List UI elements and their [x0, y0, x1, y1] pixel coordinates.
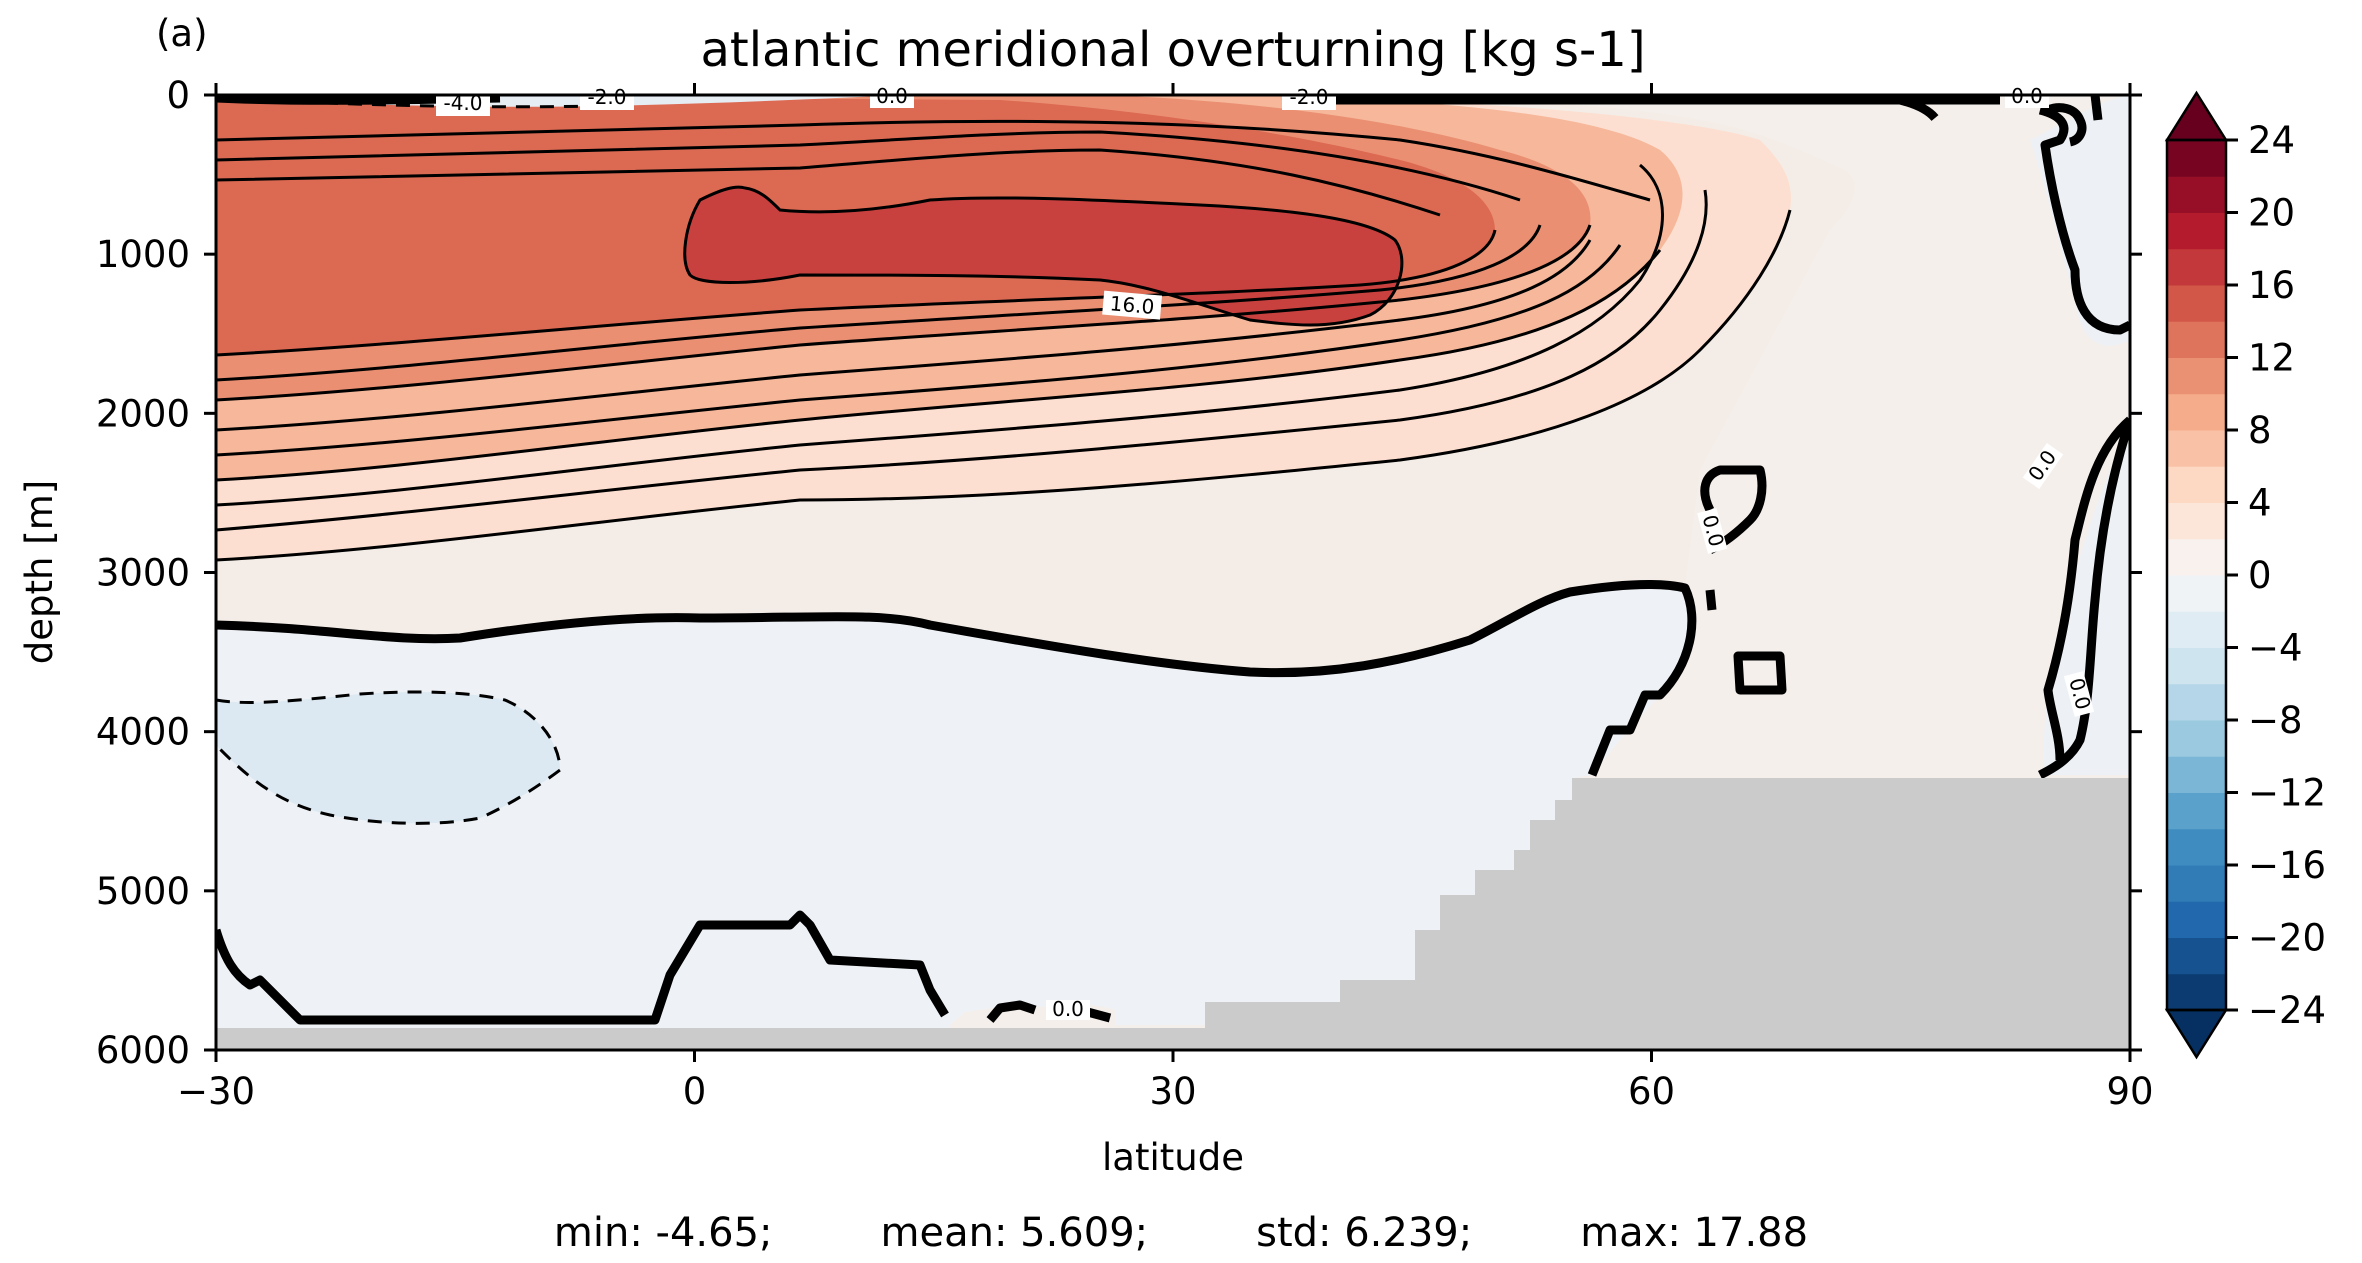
svg-text:0.0: 0.0 [1052, 997, 1084, 1021]
colorbar-segment [2167, 538, 2226, 576]
x-tick-label: 30 [1149, 1070, 1196, 1113]
colorbar-segment [2167, 212, 2226, 250]
contour-label: -2.0 [580, 85, 634, 110]
colorbar-tick-label: −24 [2248, 989, 2326, 1032]
plot-area [216, 95, 2130, 1050]
y-tick-label: 2000 [96, 392, 190, 435]
x-axis-ticks: −30 0 30 60 90 [177, 83, 2154, 1113]
y-tick-label: 1000 [96, 233, 190, 276]
colorbar-tick-label: −4 [2248, 627, 2303, 670]
colorbar-tick-label: 16 [2248, 264, 2295, 307]
contour-fill-16 [684, 187, 1402, 325]
colorbar-extend-min [2164, 1008, 2229, 1060]
colorbar-tick-label: 4 [2248, 482, 2272, 525]
colorbar-tick-label: 12 [2248, 337, 2295, 380]
colorbar-segment [2167, 502, 2226, 540]
contour-label: -2.0 [1282, 85, 1336, 110]
x-tick-label: 60 [1628, 1070, 1675, 1113]
x-tick-label: −30 [177, 1070, 255, 1113]
chart-title: atlantic meridional overturning [kg s-1] [700, 22, 1645, 78]
negative-core [216, 692, 560, 824]
negative-patch-north [2030, 95, 2130, 346]
colorbar-segment [2167, 720, 2226, 757]
colorbar-segment [2167, 248, 2226, 286]
colorbar-segment [2167, 901, 2226, 938]
colorbar-segment [2167, 828, 2226, 866]
colorbar-segment [2167, 937, 2226, 975]
colorbar-extend-max [2164, 90, 2229, 142]
contour-label: 16.0 [1102, 290, 1163, 320]
contour-label: 0.0 [870, 84, 914, 108]
colorbar-segment [2167, 321, 2226, 358]
panel-label: (a) [156, 12, 208, 55]
y-tick-label: 3000 [96, 552, 190, 595]
land-mask [216, 778, 2130, 1050]
stat-mean: mean: 5.609; [880, 1210, 1149, 1256]
colorbar-tick-label: −12 [2248, 772, 2326, 815]
contour-lines [216, 100, 1792, 825]
stats-line: min: -4.65; mean: 5.609; std: 6.239; max: 1… [0, 1210, 2362, 1256]
contour-label: 0.0 [1046, 997, 1090, 1021]
colorbar-segment [2167, 393, 2226, 431]
colorbar-segment [2167, 973, 2226, 1011]
stat-min: min: -4.65; [553, 1210, 773, 1256]
stat-std: std: 6.239; [1256, 1210, 1473, 1256]
colorbar-tick-label: −8 [2248, 699, 2303, 742]
colorbar-tick-label: 0 [2248, 554, 2272, 597]
y-axis-ticks: 0 1000 2000 3000 4000 5000 6000 [96, 74, 2142, 1072]
colorbar-tick-label: 8 [2248, 409, 2272, 452]
colorbar-segment [2167, 140, 2226, 177]
colorbar-segment [2167, 865, 2226, 902]
y-axis-label: depth [m] [18, 480, 61, 664]
colorbar-segment [2167, 647, 2226, 685]
y-tick-label: 4000 [96, 711, 190, 754]
colorbar-segment [2167, 357, 2226, 395]
svg-text:-2.0: -2.0 [1289, 85, 1328, 109]
colorbar: 24 20 16 12 8 4 0 −4 −8 −12 −16 −20 −24 [2164, 90, 2326, 1060]
x-tick-label: 90 [2106, 1070, 2153, 1113]
colorbar-tick-label: −16 [2248, 844, 2326, 887]
contour-label: 0.0 [2005, 84, 2049, 108]
x-axis-label: latitude [1102, 1136, 1244, 1179]
y-tick-label: 6000 [96, 1029, 190, 1072]
x-tick-label: 0 [683, 1070, 707, 1113]
colorbar-tick-label: 24 [2248, 119, 2295, 162]
colorbar-segment [2167, 285, 2226, 322]
colorbar-segment [2167, 430, 2226, 467]
colorbar-segment [2167, 683, 2226, 721]
y-tick-label: 0 [166, 74, 190, 117]
stat-max: max: 17.88 [1580, 1210, 1809, 1256]
contour-label-layer: -4.0 -2.0 0.0 -2.0 0.0 16.0 0.0 0.0 0.0 … [436, 84, 2096, 1021]
colorbar-segment [2167, 792, 2226, 830]
y-tick-label: 5000 [96, 870, 190, 913]
colorbar-segment [2167, 611, 2226, 648]
svg-text:16.0: 16.0 [1109, 291, 1155, 319]
colorbar-tick-label: −20 [2248, 917, 2326, 960]
colorbar-segment [2167, 575, 2226, 612]
negative-deep-cell [216, 584, 1692, 1050]
colorbar-segment [2167, 176, 2226, 213]
colorbar-segment [2167, 466, 2226, 503]
colorbar-tick-label: 20 [2248, 192, 2295, 235]
svg-text:-2.0: -2.0 [587, 85, 626, 109]
colorbar-segment [2167, 756, 2226, 793]
